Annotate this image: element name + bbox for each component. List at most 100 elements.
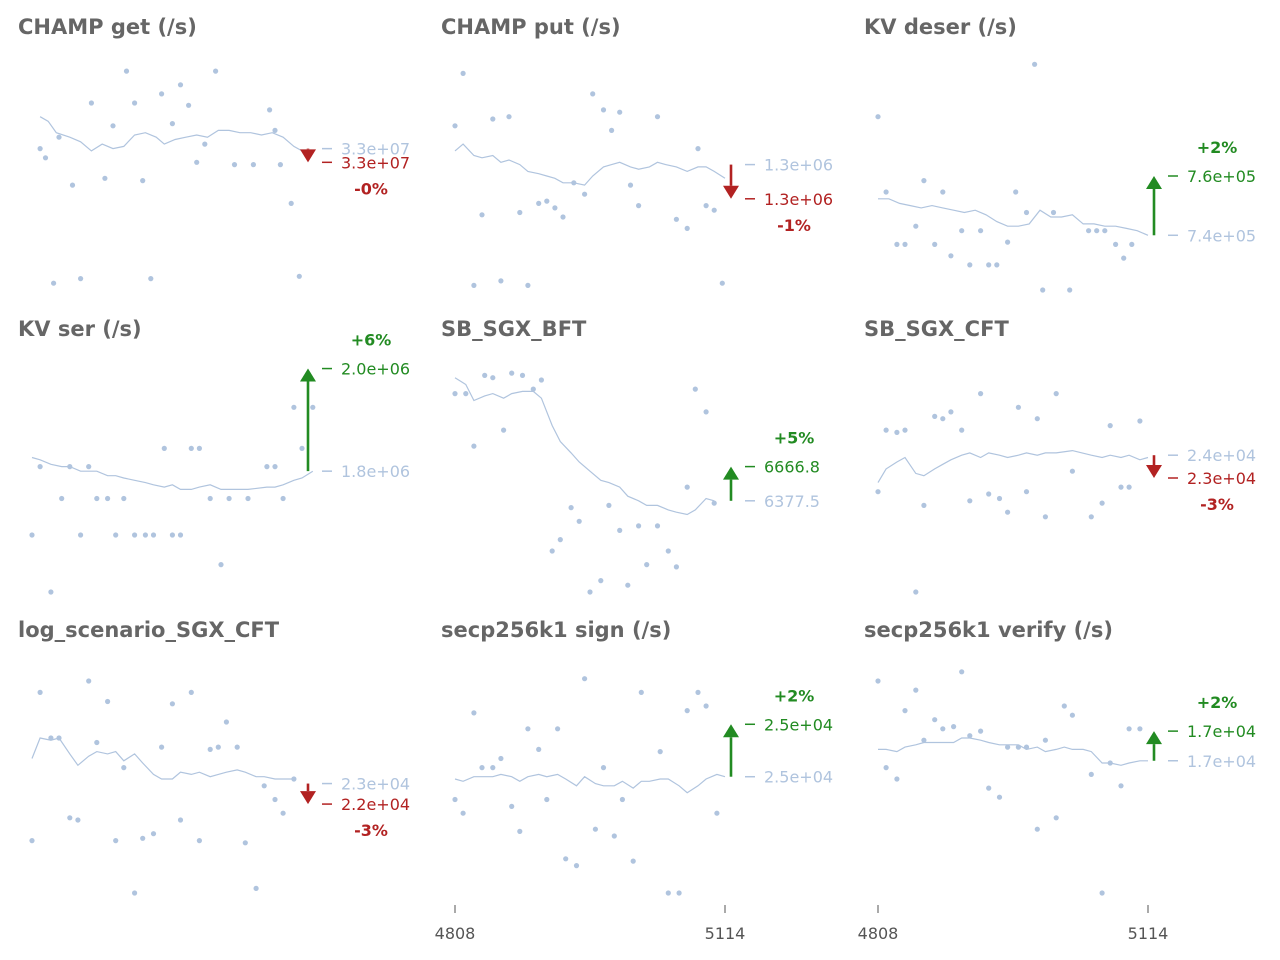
new-value-label: 2.2e+04 — [341, 795, 410, 814]
data-point — [902, 708, 908, 714]
data-point — [509, 370, 515, 376]
data-point — [296, 273, 302, 279]
data-point — [242, 840, 248, 846]
data-point — [692, 386, 698, 392]
data-point — [159, 91, 165, 97]
data-point — [644, 562, 650, 568]
data-point — [37, 146, 43, 152]
percent-change-label: -0% — [354, 179, 388, 198]
data-point — [959, 669, 965, 675]
change-arrow-head — [723, 185, 739, 199]
panel-title: SB_SGX_CFT — [864, 317, 1009, 341]
data-point — [978, 228, 984, 234]
data-point — [967, 733, 973, 739]
data-point — [42, 155, 49, 161]
data-point — [665, 890, 671, 896]
panel: log_scenario_SGX_CFT 2.3e+042.2e+04 -3% — [18, 618, 410, 896]
data-point — [902, 241, 908, 247]
data-point — [1005, 744, 1011, 750]
data-point — [159, 744, 165, 750]
data-point — [113, 838, 119, 844]
data-point — [996, 794, 1003, 800]
data-point — [665, 548, 671, 554]
panel: KV ser (/s) 1.8e+06 2.0e+06 +6% — [18, 317, 410, 595]
data-point — [482, 372, 488, 378]
data-point — [234, 744, 240, 750]
change-arrow-head — [300, 149, 316, 163]
data-point — [959, 228, 965, 234]
data-point — [1086, 228, 1092, 234]
data-point — [272, 127, 278, 133]
data-point — [883, 189, 889, 195]
data-point — [177, 532, 184, 538]
data-point — [264, 464, 270, 470]
data-point — [288, 200, 294, 206]
data-point — [587, 589, 593, 595]
data-point — [1069, 468, 1075, 474]
data-point — [525, 282, 531, 288]
data-point — [1023, 209, 1030, 216]
data-point — [452, 123, 458, 129]
data-point — [223, 719, 229, 725]
data-point — [673, 564, 680, 570]
data-point — [177, 82, 184, 88]
data-point — [711, 207, 717, 213]
x-tick-label: 4808 — [435, 924, 476, 943]
trend-line — [878, 737, 1148, 766]
data-point — [684, 225, 690, 231]
data-point — [94, 495, 100, 502]
old-value-label: 2.5e+04 — [764, 768, 833, 787]
data-point — [194, 159, 200, 165]
data-point — [452, 796, 458, 803]
data-point — [506, 114, 512, 120]
data-point — [684, 708, 690, 714]
data-point — [1040, 287, 1046, 293]
percent-change-label: +2% — [1197, 693, 1238, 712]
data-point — [883, 427, 889, 433]
data-point — [272, 796, 278, 803]
data-point — [105, 495, 111, 502]
data-point — [986, 491, 992, 497]
old-value-label: 1.8e+06 — [341, 462, 410, 481]
data-point — [267, 107, 273, 113]
data-point — [213, 68, 219, 74]
data-point — [498, 755, 504, 762]
data-point — [102, 175, 108, 181]
change-arrow-head — [1146, 465, 1162, 478]
data-point — [490, 765, 496, 771]
data-point — [299, 445, 305, 451]
data-point — [538, 377, 545, 383]
data-point — [113, 532, 119, 538]
data-point — [86, 464, 92, 470]
data-point — [902, 427, 908, 433]
data-point — [1015, 744, 1022, 750]
data-point — [37, 689, 43, 696]
old-value-label: 6377.5 — [764, 492, 820, 511]
data-point — [703, 703, 709, 709]
data-point — [105, 698, 111, 705]
data-point — [711, 500, 717, 506]
data-point — [1118, 783, 1124, 789]
panel: SB_SGX_CFT 2.4e+04 2.3e+04 -3% — [864, 317, 1256, 595]
data-point — [703, 203, 709, 209]
data-point — [1042, 737, 1048, 743]
data-point — [1069, 712, 1075, 718]
data-point — [948, 253, 954, 259]
data-point — [1067, 287, 1073, 293]
data-point — [59, 495, 65, 502]
data-point — [1126, 726, 1132, 732]
data-point — [253, 885, 259, 892]
data-point — [940, 416, 946, 422]
data-point — [51, 280, 57, 286]
data-point — [967, 262, 973, 268]
data-point — [1050, 209, 1057, 216]
data-point — [501, 427, 507, 433]
data-point — [676, 890, 682, 896]
data-point — [571, 180, 577, 186]
panel: CHAMP put (/s) 1.3e+06 1.3e+06 -1% — [441, 15, 833, 288]
x-tick-label: 5114 — [705, 924, 746, 943]
data-point — [1061, 703, 1067, 709]
data-point — [598, 578, 604, 584]
data-point — [1107, 423, 1113, 429]
